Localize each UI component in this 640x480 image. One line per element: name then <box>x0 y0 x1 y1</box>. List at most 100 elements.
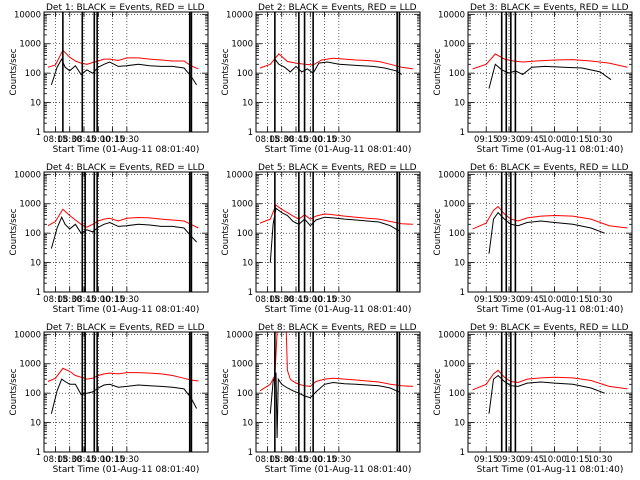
grid <box>468 12 632 133</box>
plot-frame <box>255 171 421 293</box>
plot-frame <box>255 11 421 133</box>
panel-title: Det 1: BLACK = Events, RED = LLD <box>46 3 205 13</box>
y-tick-label: 10 <box>242 259 253 269</box>
y-axis-label: Counts/sec <box>221 48 231 95</box>
y-tick-label: 1 <box>460 448 465 458</box>
y-tick-label: 1000 <box>19 360 41 370</box>
x-tick-label: 10:30 <box>327 295 352 305</box>
events-series-line <box>50 378 198 414</box>
x-tick-label: 09:15 <box>474 455 499 465</box>
x-axis-label: Start Time (01-Aug-11 08:01:40) <box>53 145 200 155</box>
x-tick-label: 08:45 <box>284 455 309 465</box>
lld-series-line <box>47 208 199 229</box>
grid <box>468 332 632 453</box>
x-tick-label: 08:15 <box>255 135 280 145</box>
y-tick-label: 10 <box>242 419 253 429</box>
x-axis-label: Start Time (01-Aug-11 08:01:40) <box>265 145 412 155</box>
axis-ticks <box>256 332 420 453</box>
x-tick-label: 08:15 <box>255 455 280 465</box>
y-tick-label: 1 <box>248 128 253 138</box>
plot-frame <box>43 11 209 133</box>
events-series-line <box>274 58 402 75</box>
y-tick-label: 100 <box>449 389 465 399</box>
x-tick-label: 10:00 <box>542 455 567 465</box>
panel-6: Det 6: BLACK = Events, RED = LLD 1 10 100 10… <box>433 163 633 315</box>
x-tick-label: 10:15 <box>100 295 125 305</box>
panel-title: Det 6: BLACK = Events, RED = LLD <box>470 163 629 173</box>
x-tick-label: 08:45 <box>72 295 97 305</box>
x-tick-label: 08:45 <box>284 135 309 145</box>
panel-title: Det 5: BLACK = Events, RED = LLD <box>258 163 417 173</box>
x-tick-label: 09:45 <box>520 455 545 465</box>
x-tick-label: 10:15 <box>100 135 125 145</box>
x-tick-label: 10:30 <box>327 135 352 145</box>
plot-frame <box>43 331 209 453</box>
panel-title: Det 7: BLACK = Events, RED = LLD <box>46 323 205 333</box>
events-series-line <box>488 63 612 89</box>
x-tick-label: 08:30 <box>269 295 294 305</box>
y-tick-label: 100 <box>237 69 253 79</box>
events-series-line <box>488 374 605 414</box>
grid <box>44 12 208 133</box>
axis-ticks <box>256 12 420 133</box>
panel-title: Det 9: BLACK = Events, RED = LLD <box>470 323 629 333</box>
y-tick-label: 10 <box>30 259 41 269</box>
lld-series-line <box>472 369 628 391</box>
x-tick-label: 09:15 <box>474 135 499 145</box>
axis-ticks <box>256 172 420 293</box>
x-tick-label: 08:30 <box>269 135 294 145</box>
y-tick-label: 1000 <box>443 200 465 210</box>
axis-ticks <box>44 172 208 293</box>
panel-3: Det 3: BLACK = Events, RED = LLD 1 10 100 10… <box>433 3 633 155</box>
y-tick-label: 1 <box>460 288 465 298</box>
lld-series-line <box>259 204 414 225</box>
events-series-line <box>50 215 197 249</box>
x-tick-label: 10:00 <box>86 135 111 145</box>
y-tick-label: 1 <box>36 288 41 298</box>
x-tick-label: 08:30 <box>57 135 82 145</box>
y-axis-label: Counts/sec <box>221 368 231 415</box>
y-axis-label: Counts/sec <box>9 48 19 95</box>
y-axis-label: Counts/sec <box>9 208 19 255</box>
y-tick-label: 10000 <box>226 10 253 20</box>
x-tick-label: 10:00 <box>542 295 567 305</box>
plot-frame <box>467 11 633 133</box>
x-tick-label: 10:00 <box>542 135 567 145</box>
x-tick-label: 08:15 <box>255 295 280 305</box>
x-axis-label: Start Time (01-Aug-11 08:01:40) <box>265 465 412 475</box>
y-axis-label: Counts/sec <box>433 48 443 95</box>
axis-ticks <box>468 172 632 293</box>
x-tick-label: 09:30 <box>497 135 522 145</box>
y-tick-label: 100 <box>25 389 41 399</box>
y-axis-label: Counts/sec <box>221 208 231 255</box>
x-tick-label: 10:30 <box>115 135 140 145</box>
axis-ticks <box>44 12 208 133</box>
x-tick-label: 10:15 <box>312 135 337 145</box>
y-tick-label: 1000 <box>231 200 253 210</box>
y-tick-label: 10 <box>454 419 465 429</box>
y-tick-label: 1000 <box>19 200 41 210</box>
y-tick-label: 1000 <box>231 40 253 50</box>
y-tick-label: 10 <box>242 99 253 109</box>
y-tick-label: 100 <box>25 69 41 79</box>
events-series-line <box>50 57 198 86</box>
grid <box>256 172 420 293</box>
y-tick-label: 10000 <box>438 10 465 20</box>
lld-series-line <box>472 53 628 70</box>
x-tick-label: 09:45 <box>520 135 545 145</box>
x-tick-label: 08:45 <box>72 135 97 145</box>
panel-title: Det 2: BLACK = Events, RED = LLD <box>258 3 417 13</box>
y-tick-label: 10000 <box>438 170 465 180</box>
y-tick-label: 1000 <box>19 40 41 50</box>
panel-title: Det 4: BLACK = Events, RED = LLD <box>46 163 205 173</box>
y-tick-label: 10000 <box>14 170 41 180</box>
axis-ticks <box>468 12 632 133</box>
plot-frame <box>467 171 633 293</box>
x-tick-label: 10:15 <box>565 295 590 305</box>
y-tick-label: 10000 <box>438 330 465 340</box>
events-series-line <box>269 372 400 439</box>
x-tick-label: 08:45 <box>284 295 309 305</box>
plot-frame <box>467 331 633 453</box>
plot-frame <box>43 171 209 293</box>
y-tick-label: 10000 <box>14 330 41 340</box>
